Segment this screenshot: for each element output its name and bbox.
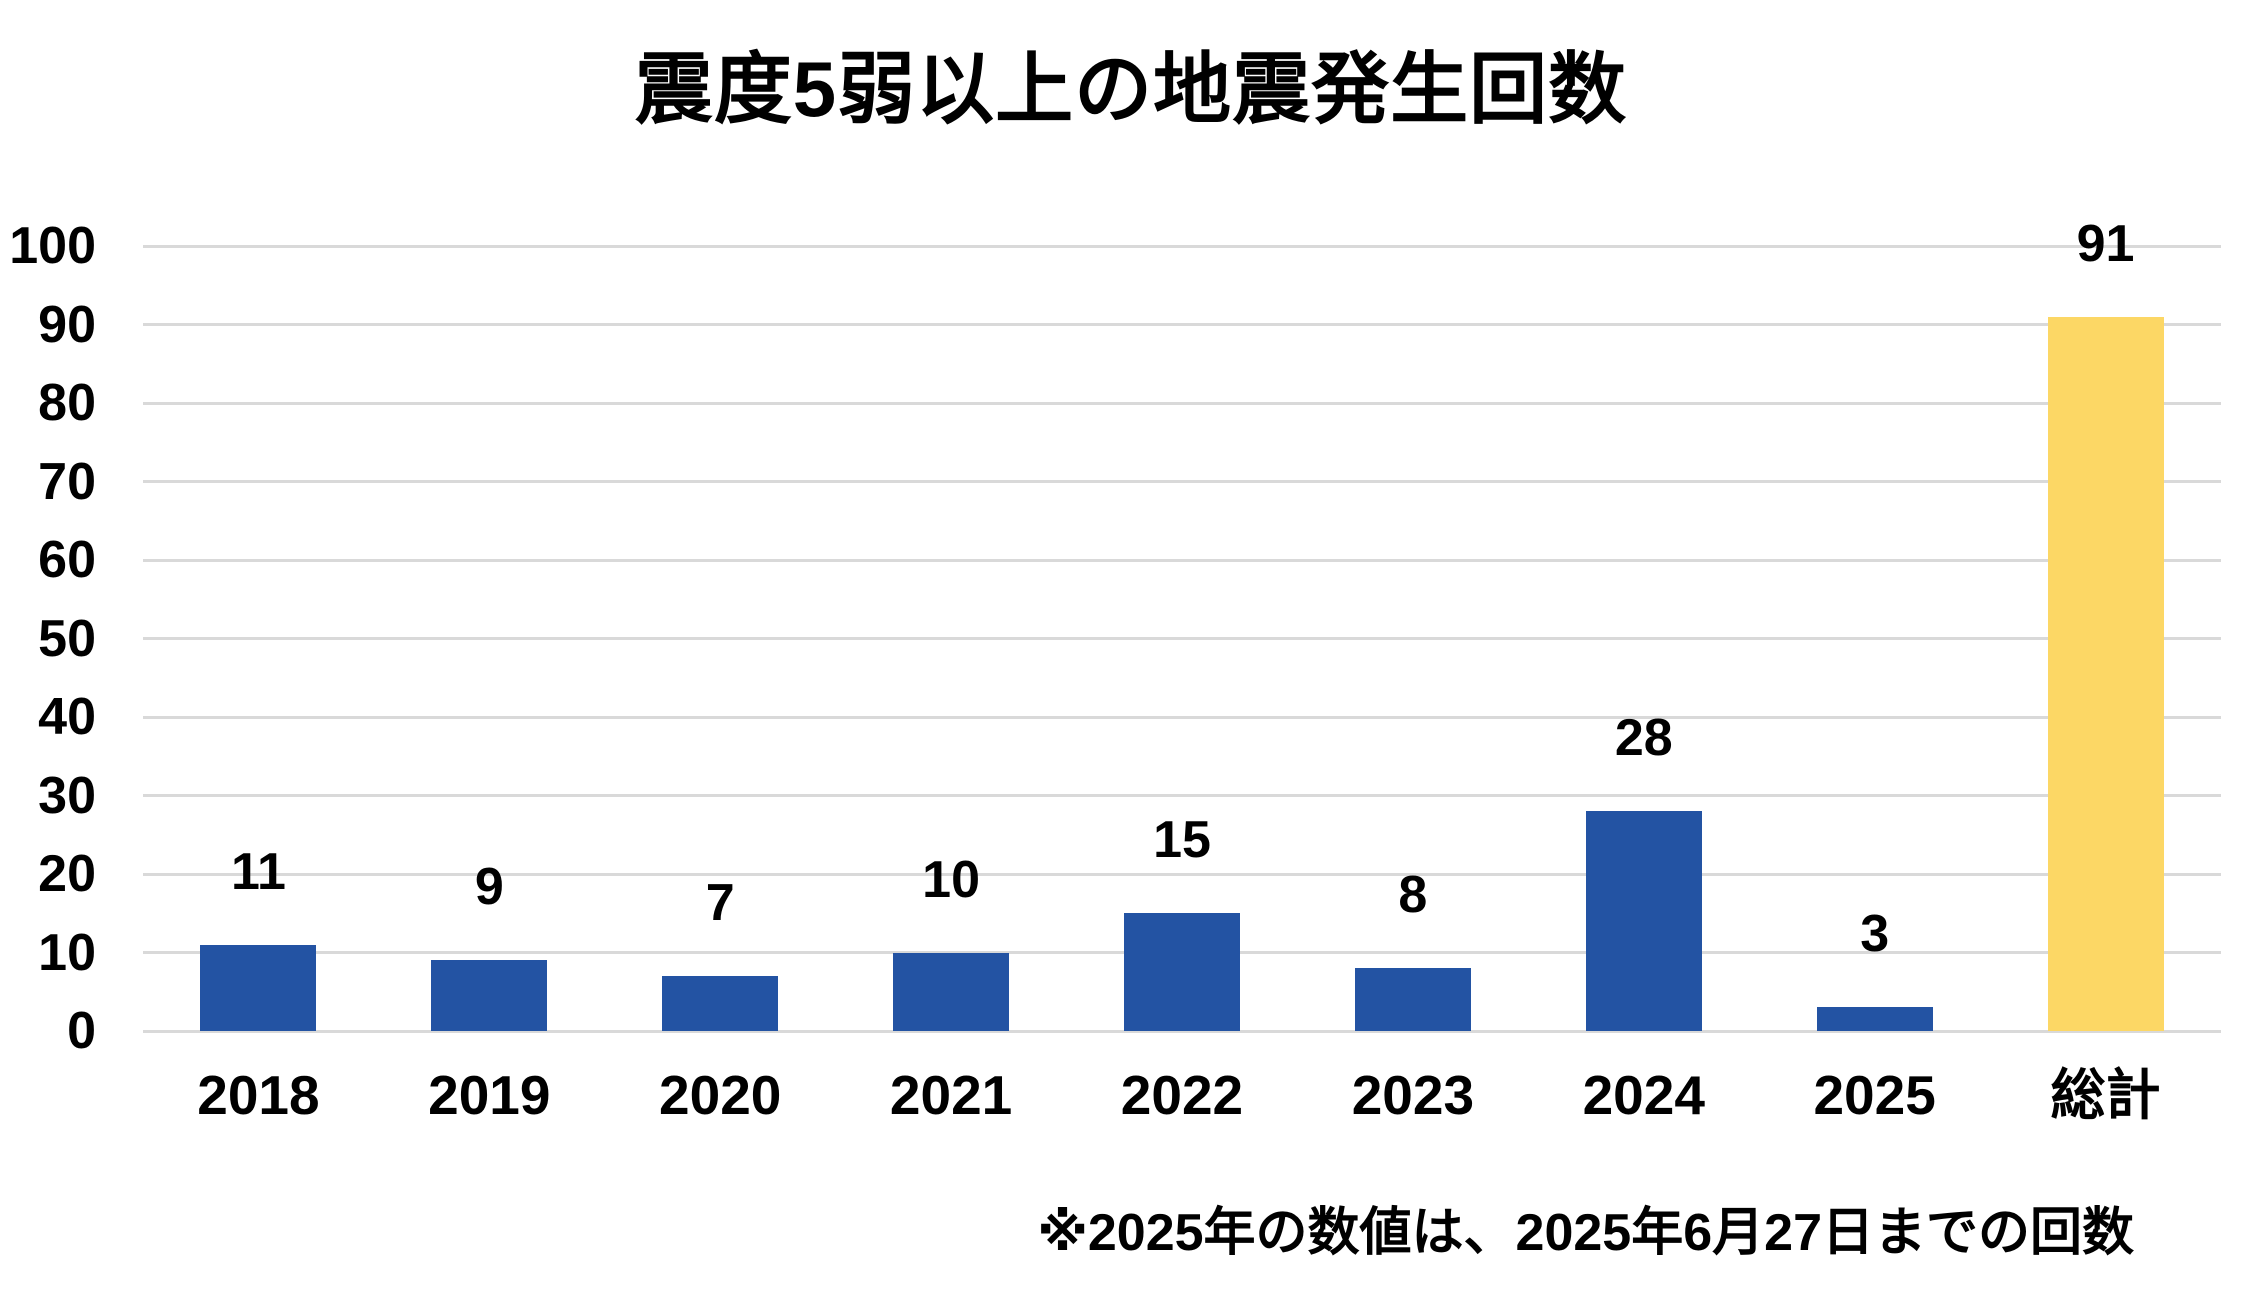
gridline-70 [143, 480, 2221, 483]
gridline-80 [143, 401, 2221, 405]
value-label-2025: 3 [1860, 905, 1890, 964]
x-tick-label-2022: 2022 [1120, 1064, 1244, 1126]
x-tick-label-2021: 2021 [889, 1064, 1013, 1126]
gridline-40 [143, 715, 2221, 719]
gridline-30 [143, 794, 2221, 797]
y-tick-label-70: 70 [38, 452, 96, 511]
value-label-2019: 9 [474, 858, 504, 917]
value-label-2022: 15 [1153, 811, 1211, 870]
gridline-60 [143, 558, 2221, 562]
value-label-2023: 8 [1398, 866, 1428, 925]
x-tick-label-2025: 2025 [1813, 1064, 1936, 1126]
gridline-0 [143, 1029, 2221, 1033]
y-tick-label-10: 10 [38, 923, 96, 982]
x-tick-label-2024: 2024 [1582, 1064, 1705, 1126]
gridline-50 [143, 637, 2221, 640]
bar-2023 [1354, 968, 1471, 1031]
value-label-総計: 91 [2076, 214, 2135, 273]
gridline-90 [143, 323, 2221, 326]
bar-総計 [2047, 316, 2164, 1031]
y-tick-label-60: 60 [38, 531, 96, 589]
bar-2024 [1585, 811, 1702, 1031]
bar-2025 [1816, 1007, 1933, 1031]
footnote: ※2025年の数値は、2025年6月27日までの回数 [1037, 1204, 2134, 1262]
bar-2021 [893, 952, 1010, 1031]
y-tick-label-40: 40 [38, 688, 96, 746]
value-label-2018: 11 [230, 842, 286, 901]
y-tick-label-20: 20 [38, 845, 96, 903]
y-tick-label-80: 80 [38, 374, 96, 432]
value-label-2024: 28 [1614, 709, 1673, 768]
bar-2018 [200, 944, 317, 1031]
x-tick-label-2018: 2018 [197, 1064, 320, 1126]
value-label-2021: 10 [922, 850, 981, 909]
bar-2019 [431, 960, 548, 1031]
gridline-100 [143, 244, 2221, 248]
y-tick-label-50: 50 [38, 609, 96, 668]
x-tick-label-総計: 総計 [2050, 1064, 2161, 1126]
x-tick-label-2023: 2023 [1351, 1064, 1475, 1126]
bar-2022 [1124, 913, 1240, 1031]
y-tick-label-100: 100 [9, 217, 96, 275]
x-tick-label-2019: 2019 [428, 1064, 551, 1126]
bar-2020 [662, 976, 779, 1031]
value-label-2020: 7 [705, 874, 735, 933]
chart-title: 震度5弱以上の地震発生回数 [634, 45, 1628, 133]
y-tick-label-90: 90 [38, 295, 96, 354]
gridline-20 [143, 872, 2221, 876]
x-tick-label-2020: 2020 [659, 1064, 782, 1126]
y-tick-label-30: 30 [38, 766, 96, 825]
y-tick-label-0: 0 [67, 1002, 96, 1060]
